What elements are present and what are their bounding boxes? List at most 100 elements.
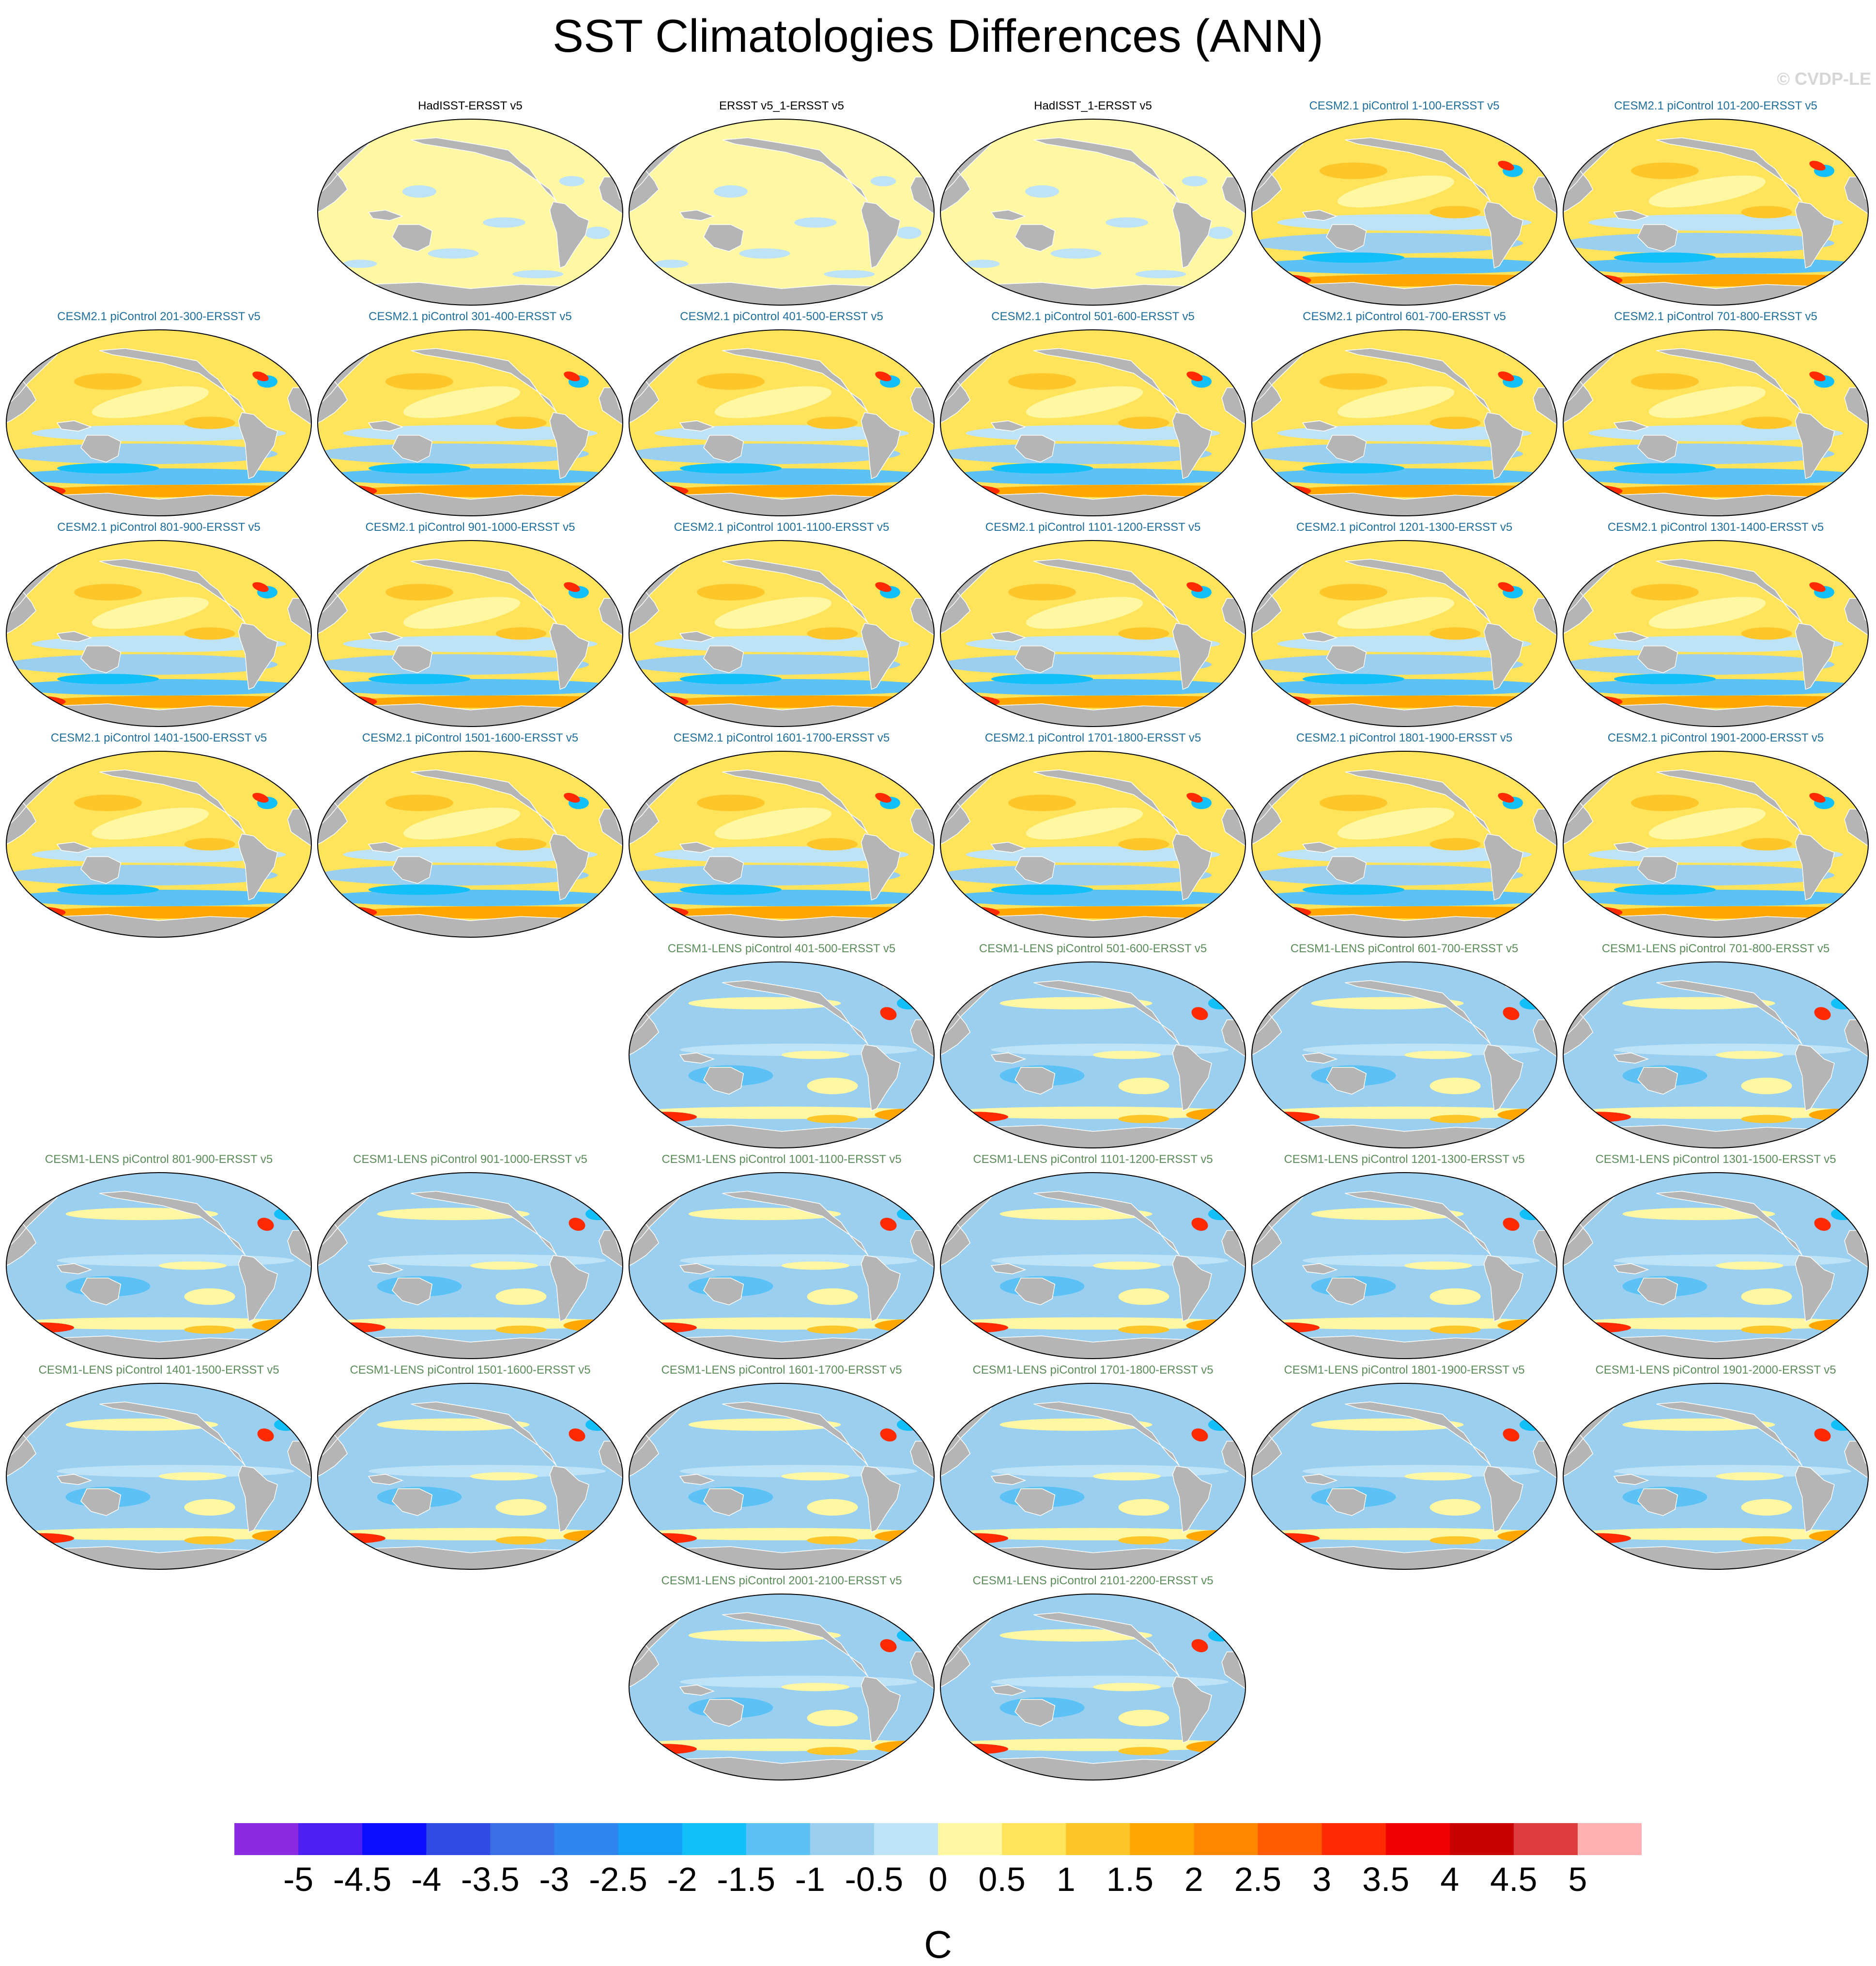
colorbar-units-label: C [924,1923,952,1966]
panel-title: CESM2.1 piControl 1301-1400-ERSST v5 [1607,521,1824,534]
map-panel: HadISST-ERSST v5 [315,99,626,308]
map-panel: CESM2.1 piControl 1701-1800-ERSST v5 [938,731,1248,940]
colorbar-tick-label: -4 [411,1860,441,1898]
panel-title: CESM1-LENS piControl 401-500-ERSST v5 [667,942,896,955]
sst-difference-map [1251,1172,1557,1359]
map-outline [629,751,935,938]
colorbar-tick-label: 0 [929,1860,948,1898]
map-outline [940,961,1246,1148]
map-panel: CESM2.1 piControl 1601-1700-ERSST v5 [626,731,937,940]
panel-title: CESM2.1 piControl 301-400-ERSST v5 [369,310,572,323]
sst-difference-map [629,119,935,306]
sst-difference-map [1251,1383,1557,1570]
panel-title: CESM2.1 piControl 1101-1200-ERSST v5 [985,521,1201,534]
colorbar-tick-label: 2.5 [1234,1860,1281,1898]
sst-difference-map [1563,329,1869,516]
colorbar-swatch [810,1823,875,1855]
map-panel: CESM1-LENS piControl 1701-1800-ERSST v5 [938,1363,1248,1572]
sst-difference-map [6,1172,312,1359]
colorbar-swatch [1066,1823,1130,1855]
sst-difference-map [1563,961,1869,1148]
colorbar-swatch [1513,1823,1578,1855]
map-panel: ERSST v5_1-ERSST v5 [626,99,937,308]
sst-difference-map [317,751,623,938]
map-outline [629,540,935,727]
sst-difference-map [6,751,312,938]
colorbar-tick-label: 1.5 [1107,1860,1153,1898]
colorbar-tick-label: -3.5 [461,1860,520,1898]
map-outline [6,751,312,938]
map-outline [317,329,623,516]
map-panel: CESM1-LENS piControl 1101-1200-ERSST v5 [938,1153,1248,1361]
panel-title: CESM1-LENS piControl 501-600-ERSST v5 [979,942,1207,955]
map-outline [6,329,312,516]
colorbar-swatch [1002,1823,1066,1855]
map-outline [940,1383,1246,1570]
sst-difference-map [629,329,935,516]
map-outline [629,1172,935,1359]
colorbar-swatch [874,1823,938,1855]
map-outline [940,1594,1246,1780]
map-panel: CESM2.1 piControl 401-500-ERSST v5 [626,310,937,518]
panel-title: CESM1-LENS piControl 1401-1500-ERSST v5 [38,1363,279,1377]
map-panel: CESM2.1 piControl 1001-1100-ERSST v5 [626,521,937,729]
map-panel: CESM1-LENS piControl 701-800-ERSST v5 [1560,942,1871,1150]
panel-title: CESM2.1 piControl 1-100-ERSST v5 [1309,99,1500,112]
sst-difference-map [940,961,1246,1148]
map-outline [1251,119,1557,306]
map-outline [1251,751,1557,938]
panel-title: HadISST-ERSST v5 [418,99,523,112]
sst-difference-map [1251,751,1557,938]
map-panel: CESM2.1 piControl 501-600-ERSST v5 [938,310,1248,518]
map-panel: CESM2.1 piControl 301-400-ERSST v5 [315,310,626,518]
panel-title: CESM1-LENS piControl 1701-1800-ERSST v5 [972,1363,1214,1377]
map-panel: CESM2.1 piControl 701-800-ERSST v5 [1560,310,1871,518]
colorbar-swatch [362,1823,427,1855]
panel-title: CESM2.1 piControl 1901-2000-ERSST v5 [1607,731,1824,744]
map-panel: CESM1-LENS piControl 1301-1500-ERSST v5 [1560,1153,1871,1361]
colorbar-swatch [1385,1823,1450,1855]
sst-difference-map [940,540,1246,727]
panel-title: CESM1-LENS piControl 601-700-ERSST v5 [1290,942,1519,955]
panel-title: CESM2.1 piControl 701-800-ERSST v5 [1614,310,1817,323]
colorbar-tick-label: 3 [1312,1860,1331,1898]
colorbar-swatch [1130,1823,1194,1855]
sst-difference-map [940,1172,1246,1359]
map-panel: CESM1-LENS piControl 901-1000-ERSST v5 [315,1153,626,1361]
colorbar-tick-label: 0.5 [978,1860,1025,1898]
map-outline [1563,751,1869,938]
panel-title: CESM2.1 piControl 1601-1700-ERSST v5 [673,731,890,744]
panel-title: CESM1-LENS piControl 701-800-ERSST v5 [1601,942,1830,955]
panel-title: CESM2.1 piControl 101-200-ERSST v5 [1614,99,1817,112]
colorbar-tick-label: -5 [283,1860,313,1898]
map-panel: CESM1-LENS piControl 2101-2200-ERSST v5 [938,1574,1248,1782]
panel-title: CESM1-LENS piControl 1501-1600-ERSST v5 [350,1363,591,1377]
sst-difference-map [6,540,312,727]
colorbar-tick-label: -4.5 [333,1860,392,1898]
map-outline [1251,540,1557,727]
map-outline [1563,329,1869,516]
panel-title: CESM1-LENS piControl 1901-2000-ERSST v5 [1595,1363,1836,1377]
panel-title: CESM1-LENS piControl 2001-2100-ERSST v5 [661,1574,902,1587]
credit-watermark: © CVDP-LE [1777,69,1871,89]
map-panel: CESM1-LENS piControl 2001-2100-ERSST v5 [626,1574,937,1782]
sst-difference-map [317,329,623,516]
colorbar-tick-label: 3.5 [1362,1860,1409,1898]
panel-title: CESM2.1 piControl 901-1000-ERSST v5 [365,521,575,534]
panel-title: CESM2.1 piControl 1201-1300-ERSST v5 [1296,521,1513,534]
colorbar-tick-label: -2.5 [589,1860,647,1898]
map-outline [6,1172,312,1359]
sst-difference-map [317,1383,623,1570]
colorbar-swatch [554,1823,619,1855]
map-outline [940,751,1246,938]
sst-difference-map [1563,1172,1869,1359]
colorbar-tick-label: 5 [1568,1860,1587,1898]
panel-title: CESM2.1 piControl 1001-1100-ERSST v5 [674,521,890,534]
panel-title: CESM2.1 piControl 1701-1800-ERSST v5 [984,731,1201,744]
map-outline [629,961,935,1148]
colorbar-tick-label: -1 [795,1860,825,1898]
panel-title: CESM1-LENS piControl 1601-1700-ERSST v5 [661,1363,902,1377]
map-outline [317,1383,623,1570]
sst-difference-map [940,751,1246,938]
map-outline [1251,329,1557,516]
